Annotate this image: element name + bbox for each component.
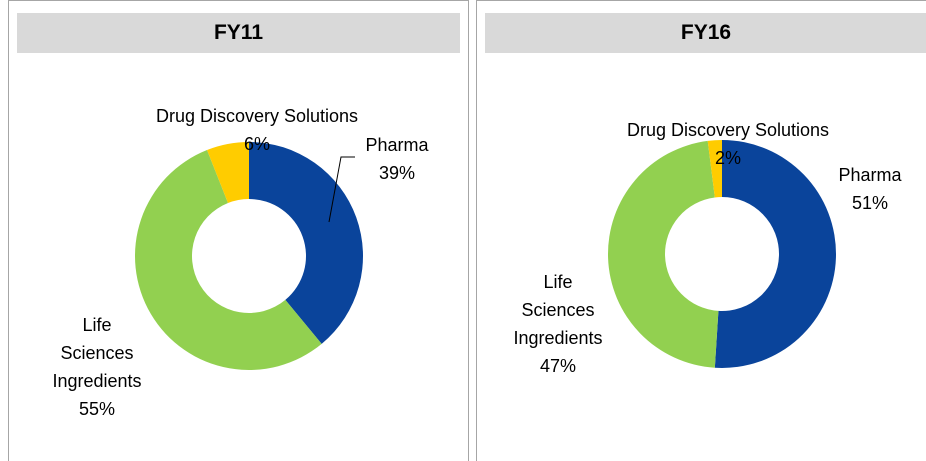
category-label: Drug Discovery Solutions <box>626 120 830 140</box>
value-label: 39% <box>378 163 416 183</box>
category-label: Life Sciences Ingredients <box>52 315 142 391</box>
category-label: Pharma <box>365 135 429 155</box>
chart-title: FY16 <box>485 13 926 53</box>
category-label: Pharma <box>838 165 902 185</box>
data-label: Pharma 39% <box>365 131 428 187</box>
data-label: Drug Discovery Solutions 6% <box>156 102 358 158</box>
value-label: 55% <box>78 399 116 419</box>
value-label: 2% <box>714 148 742 168</box>
category-label: Life Sciences Ingredients <box>513 272 603 348</box>
data-label: Life Sciences Ingredients 47% <box>508 268 608 380</box>
data-label: Drug Discovery Solutions 2% <box>627 116 829 172</box>
donut-slice <box>714 140 836 368</box>
value-label: 47% <box>539 356 577 376</box>
donut-slice <box>207 142 249 204</box>
value-label: 51% <box>851 193 889 213</box>
data-label: Life Sciences Ingredients 55% <box>47 311 147 423</box>
panel: FY16 <box>476 0 926 461</box>
value-label: 6% <box>243 134 271 154</box>
category-label: Drug Discovery Solutions <box>155 106 359 126</box>
donut-slice <box>707 140 722 198</box>
leader-line <box>328 156 355 223</box>
panel: FY11 <box>8 0 469 461</box>
data-label: Pharma 51% <box>838 161 901 217</box>
donut-slice <box>607 140 719 368</box>
donut-slice <box>135 150 322 370</box>
chart-title: FY11 <box>17 13 460 53</box>
